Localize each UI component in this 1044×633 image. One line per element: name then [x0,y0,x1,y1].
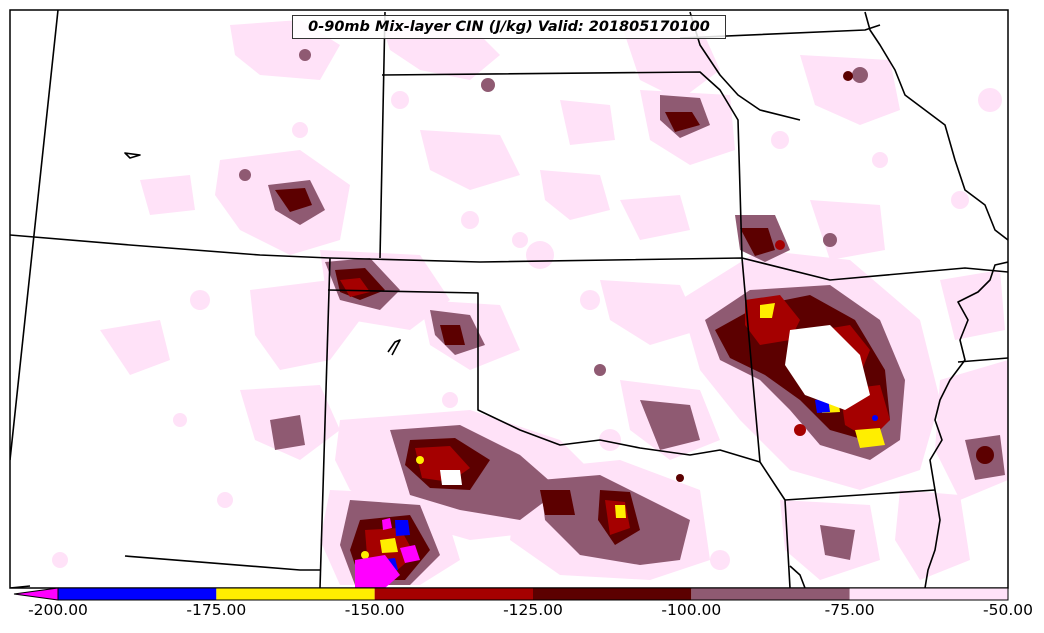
colorbar-bin-2 [374,588,533,600]
colorbar-outline [57,587,1009,601]
colorbar-bin-3 [533,588,692,600]
colorbar-tick-6: -50.00 [983,601,1033,619]
state-borders [10,10,1008,588]
colorbar-tick-1: -175.00 [186,601,247,619]
colorbar-tick-4: -100.00 [661,601,722,619]
map-title: 0-90mb Mix-layer CIN (J/kg) Valid: 20180… [292,15,726,39]
colorbar-bin-0 [58,588,217,600]
colorbar-bin-5 [849,588,1008,600]
cin-magenta-areas [355,518,420,588]
cin-white-holes [440,325,870,485]
colorbar-bins [58,588,1008,600]
colorbar [13,587,1009,601]
colorbar-extend-arrow [13,587,59,601]
colorbar-tick-2: -150.00 [344,601,405,619]
colorbar-tick-3: -125.00 [503,601,563,619]
colorbar-tick-5: -75.00 [824,601,875,619]
colorbar-bin-4 [691,588,850,600]
cin-red-areas [340,240,890,572]
colorbar-tick-0: -200.00 [28,601,88,619]
river-borders [124,11,1008,588]
colorbar-bin-1 [216,588,375,600]
